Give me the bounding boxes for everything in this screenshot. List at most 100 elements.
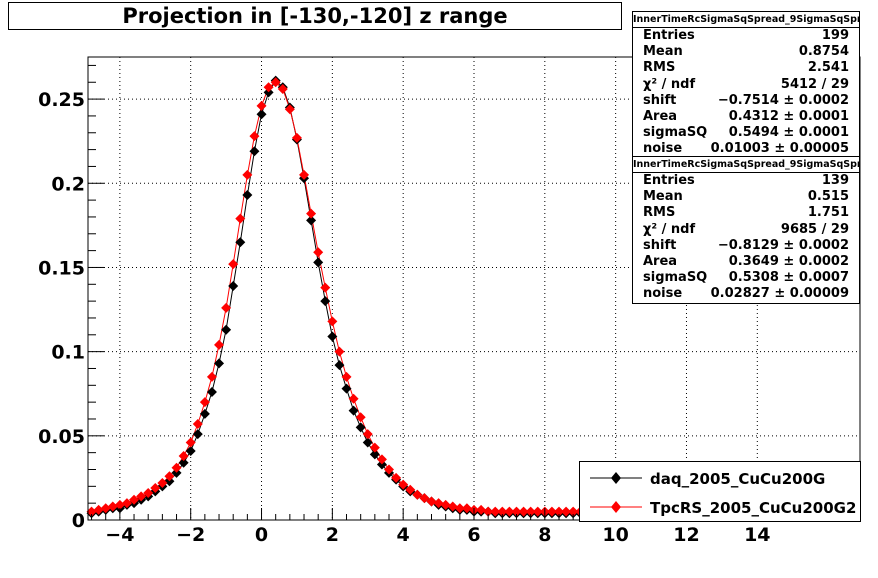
data-point — [561, 506, 572, 517]
stats-value: 199 — [821, 28, 849, 43]
stats-box-tpcrs: InnerTimeRcSigmaSqSpread_9SigmaSqSpread … — [632, 156, 860, 304]
data-point — [405, 484, 416, 495]
stats-label: Area — [643, 108, 678, 124]
stats-value: 2.541 — [807, 60, 849, 76]
data-point — [299, 169, 310, 180]
stats-row-entries: Entries 139 — [633, 173, 859, 189]
data-point — [334, 360, 345, 371]
data-point — [348, 405, 359, 416]
stats-row-area: Area 0.3649 ± 0.0002 — [633, 254, 859, 270]
stats-value: 0.515 — [807, 189, 849, 205]
data-point — [327, 331, 338, 342]
data-point — [249, 131, 260, 142]
data-point — [107, 501, 118, 512]
data-point — [206, 371, 217, 382]
stats-row-area: Area 0.4312 ± 0.0001 — [633, 109, 859, 125]
stats-label: RMS — [643, 60, 676, 76]
data-point — [256, 109, 267, 120]
y-tick-label: 0.05 — [38, 426, 85, 448]
data-point — [171, 462, 182, 473]
x-tick-label: −4 — [105, 524, 134, 546]
data-point — [185, 445, 196, 456]
legend-entry-daq: daq_2005_CuCu200G — [580, 464, 860, 494]
stats-box-daq: InnerTimeRcSigmaSqSpread_9SigmaSqSpread … — [632, 11, 860, 159]
x-tick-label: 4 — [397, 524, 410, 546]
data-point — [419, 493, 430, 504]
data-point — [327, 316, 338, 327]
y-axis: 0 0.05 0.1 0.15 0.2 0.25 — [38, 89, 85, 532]
data-point — [150, 483, 161, 494]
data-point — [192, 429, 203, 440]
data-point — [447, 501, 458, 512]
data-point — [249, 146, 260, 157]
data-point — [178, 451, 189, 462]
data-point — [199, 408, 210, 419]
data-point — [185, 437, 196, 448]
data-point — [384, 464, 395, 475]
data-point — [228, 259, 239, 270]
data-point — [426, 496, 437, 507]
legend-marker-daq — [590, 472, 642, 484]
data-point — [284, 104, 295, 115]
data-point — [355, 412, 366, 423]
data-point — [320, 296, 331, 307]
legend-label: TpcRS_2005_CuCu200G2 — [650, 499, 857, 517]
stats-value: −0.7514 ± 0.0002 — [717, 92, 849, 108]
data-point — [355, 422, 366, 433]
data-point — [171, 467, 182, 478]
data-point — [306, 208, 317, 219]
chart-title: Projection in [-130,-120] z range — [8, 2, 622, 30]
legend: daq_2005_CuCu200G TpcRS_2005_CuCu200G2 — [579, 461, 861, 522]
stats-value: 0.3649 ± 0.0002 — [728, 253, 849, 269]
y-tick-label: 0.15 — [38, 257, 85, 279]
data-point — [398, 479, 409, 490]
stats-header: InnerTimeRcSigmaSqSpread_9SigmaSqSpread — [633, 12, 859, 28]
stats-label: Entries — [643, 28, 695, 43]
data-point — [504, 506, 515, 517]
data-point — [221, 324, 232, 335]
series-daq_2005_CuCu200G — [86, 75, 586, 519]
stats-value: 0.01003 ± 0.00005 — [710, 141, 849, 157]
stats-row-rms: RMS 2.541 — [633, 60, 859, 76]
stats-value: 139 — [821, 173, 849, 188]
data-point — [483, 506, 494, 517]
data-point — [376, 454, 387, 465]
data-point — [192, 419, 203, 430]
stats-row-mean: Mean 0.515 — [633, 189, 859, 205]
fit-curve — [91, 81, 581, 513]
data-point — [114, 499, 125, 510]
stats-row-mean: Mean 0.8754 — [633, 44, 859, 60]
data-point — [568, 506, 579, 517]
data-point — [214, 339, 225, 350]
data-point — [362, 429, 373, 440]
data-point — [553, 506, 564, 517]
data-point — [136, 491, 147, 502]
data-point — [270, 77, 281, 88]
data-point — [376, 459, 387, 470]
data-point — [369, 449, 380, 460]
stats-value: 0.8754 — [798, 44, 849, 60]
stats-row-chi2: χ² / ndf 5412 / 29 — [633, 77, 859, 93]
data-point — [277, 83, 288, 94]
stats-label: sigmaSQ — [643, 125, 708, 141]
x-tick-label: 10 — [602, 524, 628, 546]
x-tick-label: 14 — [744, 524, 770, 546]
data-point — [532, 506, 543, 517]
stats-label: Mean — [643, 44, 683, 60]
stats-row-rms: RMS 1.751 — [633, 205, 859, 221]
data-point — [100, 503, 111, 514]
data-point — [228, 280, 239, 291]
x-tick-label: 0 — [255, 524, 268, 546]
legend-label: daq_2005_CuCu200G — [650, 470, 826, 488]
data-point — [313, 247, 324, 258]
stats-label: noise — [643, 286, 683, 302]
stats-value: 9685 / 29 — [780, 221, 849, 237]
data-point — [461, 503, 472, 514]
stats-label: χ² / ndf — [643, 76, 696, 92]
stats-value: 0.4312 ± 0.0001 — [728, 108, 849, 124]
data-point — [199, 397, 210, 408]
y-tick-label: 0.2 — [51, 173, 85, 195]
data-points — [86, 75, 586, 519]
stats-label: RMS — [643, 205, 676, 221]
data-point — [518, 506, 529, 517]
